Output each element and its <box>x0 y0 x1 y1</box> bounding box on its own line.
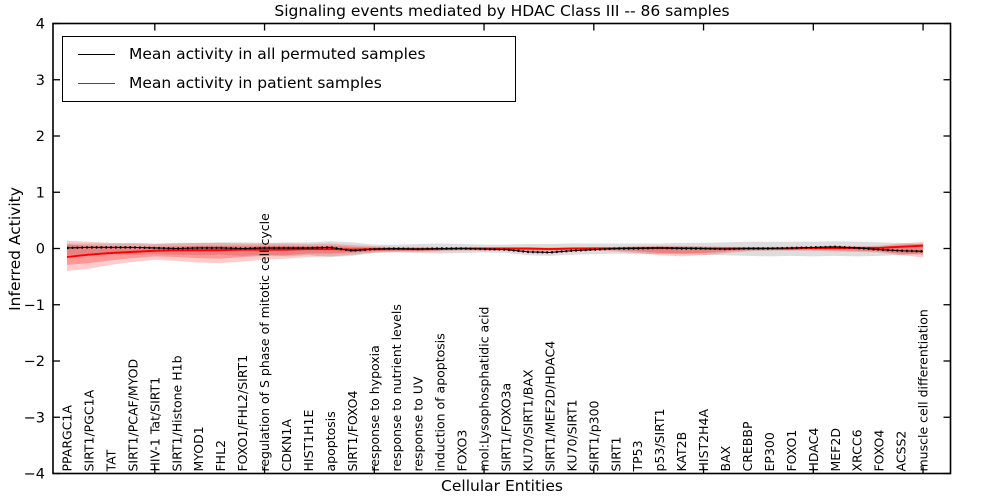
x-category-label: response to hypoxia <box>367 345 382 471</box>
x-category-label: SIRT1 <box>608 437 623 472</box>
y-tick-label: 4 <box>36 17 45 33</box>
x-category-label: XRCC6 <box>850 429 865 471</box>
x-category-label: SIRT1/FOXO3a <box>499 383 514 472</box>
x-category-label: response to UV <box>411 376 426 471</box>
x-category-label: HIV-1 Tat/SIRT1 <box>147 377 162 472</box>
x-category-label: BAX <box>718 445 733 471</box>
x-axis-label: Cellular Entities <box>441 477 563 495</box>
x-category-label: SIRT1/FOXO4 <box>345 390 360 471</box>
x-category-label: FOXO3 <box>455 430 470 472</box>
legend-label-patient: Mean activity in patient samples <box>129 73 382 92</box>
x-category-label: FOXO1 <box>784 430 799 472</box>
x-category-label: FOXO1/FHL2/SIRT1 <box>235 355 250 472</box>
x-category-label: HDAC4 <box>806 428 821 472</box>
x-category-label: PPARGC1A <box>60 405 75 472</box>
x-category-label: FHL2 <box>213 440 228 472</box>
x-category-label: muscle cell differentiation <box>916 309 931 471</box>
x-category-label: regulation of S phase of mitotic cell cy… <box>257 213 272 472</box>
y-tick-label: 3 <box>36 73 45 89</box>
x-category-label: TAT <box>103 449 118 472</box>
y-tick-label: −2 <box>24 354 45 370</box>
y-tick-label: −3 <box>24 410 45 426</box>
x-category-label: ACSS2 <box>894 431 909 472</box>
x-category-label: SIRT1/Histone H1b <box>169 355 184 471</box>
x-category-label: induction of apoptosis <box>433 333 448 471</box>
y-tick-label: −1 <box>24 298 45 314</box>
x-category-label: SIRT1/p300 <box>586 400 601 471</box>
x-category-label: p53/SIRT1 <box>652 408 667 471</box>
x-category-label: KAT2B <box>674 432 689 472</box>
x-category-label: HIST2H4A <box>696 409 711 472</box>
y-tick-label: 2 <box>36 129 45 145</box>
x-category-label: HIST1H1E <box>301 410 316 472</box>
legend-item-patient: Mean activity in patient samples <box>63 73 515 92</box>
legend-item-permuted: Mean activity in all permuted samples <box>63 44 515 63</box>
permuted-mean-markers <box>66 245 924 254</box>
x-category-label: response to nutrient levels <box>389 304 404 471</box>
x-category-label: MEF2D <box>828 428 843 471</box>
x-category-label: TP53 <box>630 440 645 472</box>
x-category-label: CREBBP <box>740 421 755 471</box>
legend-line-patient-icon <box>78 83 115 84</box>
x-category-label: EP300 <box>762 432 777 471</box>
legend-label-permuted: Mean activity in all permuted samples <box>129 44 426 63</box>
y-tick-label: 1 <box>36 185 45 201</box>
x-category-label: apoptosis <box>323 411 338 471</box>
x-category-label: SIRT1/PCAF/MYOD <box>125 359 140 472</box>
y-tick-label: −4 <box>24 467 45 483</box>
x-category-label: mol:Lysophosphatidic acid <box>477 307 492 472</box>
x-category-label: MYOD1 <box>191 426 206 471</box>
x-category-label: FOXO4 <box>872 430 887 472</box>
x-category-label: SIRT1/PGC1A <box>81 389 96 471</box>
x-category-label: KU70/SIRT1 <box>564 399 579 471</box>
legend-line-permuted-icon <box>78 54 115 55</box>
x-category-label: KU70/SIRT1/BAX <box>520 369 535 471</box>
chart-title: Signaling events mediated by HDAC Class … <box>274 2 730 20</box>
x-category-label: CDKN1A <box>279 419 294 472</box>
y-tick-label: 0 <box>36 242 45 258</box>
x-category-label: SIRT1/MEF2D/HDAC4 <box>542 341 557 472</box>
legend: Mean activity in all permuted samples Me… <box>62 36 516 102</box>
